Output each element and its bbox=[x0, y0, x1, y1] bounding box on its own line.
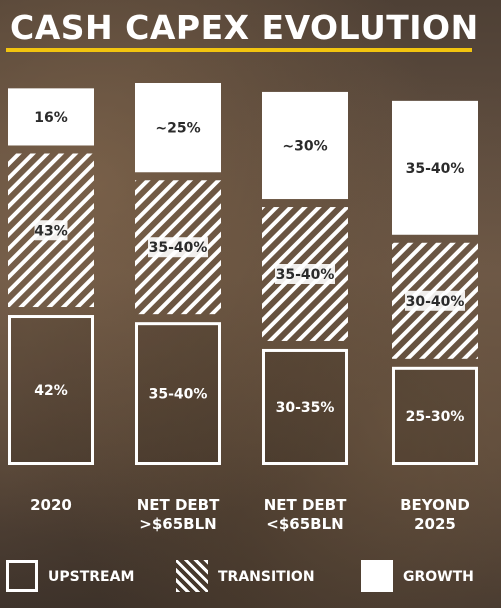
value-label-upstream-2: 30-35% bbox=[276, 400, 335, 416]
value-label-transition-1: 35-40% bbox=[149, 240, 208, 256]
value-label-bg-2 bbox=[275, 264, 335, 284]
legend-swatch-growth bbox=[361, 560, 393, 592]
value-labels-layer: 42% 43% 16% 35-40% 35-40% ~25% 30-35% 35-40% ~30… bbox=[34, 110, 465, 425]
bar-growth-2 bbox=[262, 91, 348, 200]
legend-label-growth: GROWTH bbox=[403, 569, 474, 585]
value-label-transition-0: 43% bbox=[34, 223, 68, 239]
legend-swatch-transition bbox=[176, 560, 208, 592]
legend-label-transition: TRANSITION bbox=[218, 569, 315, 585]
bar-upstream-2 bbox=[262, 348, 348, 466]
value-label-transition-3: 30-40% bbox=[406, 294, 465, 310]
value-label-bg-3 bbox=[405, 290, 465, 311]
category-label-1: NET DEBT >$65BLN bbox=[118, 496, 238, 534]
category-label-line: >$65BLN bbox=[139, 515, 217, 533]
legend-label-upstream: UPSTREAM bbox=[48, 569, 135, 585]
category-label-0: 2020 bbox=[0, 496, 111, 515]
bar-upstream-3 bbox=[392, 366, 478, 465]
legend-swatch-upstream bbox=[6, 560, 38, 592]
value-label-bg-0 bbox=[34, 220, 68, 241]
category-label-line: BEYOND bbox=[400, 496, 470, 514]
bar-upstream-0 bbox=[8, 315, 94, 465]
bars-layer bbox=[8, 83, 478, 466]
value-label-transition-2: 35-40% bbox=[276, 267, 335, 283]
bar-upstream-1 bbox=[135, 322, 221, 466]
bar-growth-1 bbox=[135, 83, 221, 173]
title-underline bbox=[6, 48, 472, 52]
bar-growth-3 bbox=[392, 100, 478, 235]
category-label-line: NET DEBT bbox=[136, 496, 220, 514]
category-label-line: 2020 bbox=[30, 496, 72, 514]
value-label-bg-1 bbox=[148, 237, 208, 258]
category-label-line: 2025 bbox=[414, 515, 456, 533]
category-label-3: BEYOND 2025 bbox=[375, 496, 495, 534]
category-label-line: NET DEBT bbox=[263, 496, 347, 514]
value-label-upstream-3: 25-30% bbox=[406, 409, 465, 425]
bar-growth-0 bbox=[8, 88, 94, 146]
chart-title: CASH CAPEX EVOLUTION bbox=[10, 8, 479, 47]
category-label-line: <$65BLN bbox=[266, 515, 344, 533]
value-label-upstream-1: 35-40% bbox=[149, 387, 208, 403]
value-label-upstream-0: 42% bbox=[34, 383, 68, 399]
category-label-2: NET DEBT <$65BLN bbox=[245, 496, 365, 534]
value-label-growth-2: ~30% bbox=[282, 138, 327, 154]
value-label-growth-1: ~25% bbox=[155, 121, 200, 137]
value-label-growth-3: 35-40% bbox=[406, 161, 465, 177]
value-label-growth-0: 16% bbox=[34, 110, 68, 126]
